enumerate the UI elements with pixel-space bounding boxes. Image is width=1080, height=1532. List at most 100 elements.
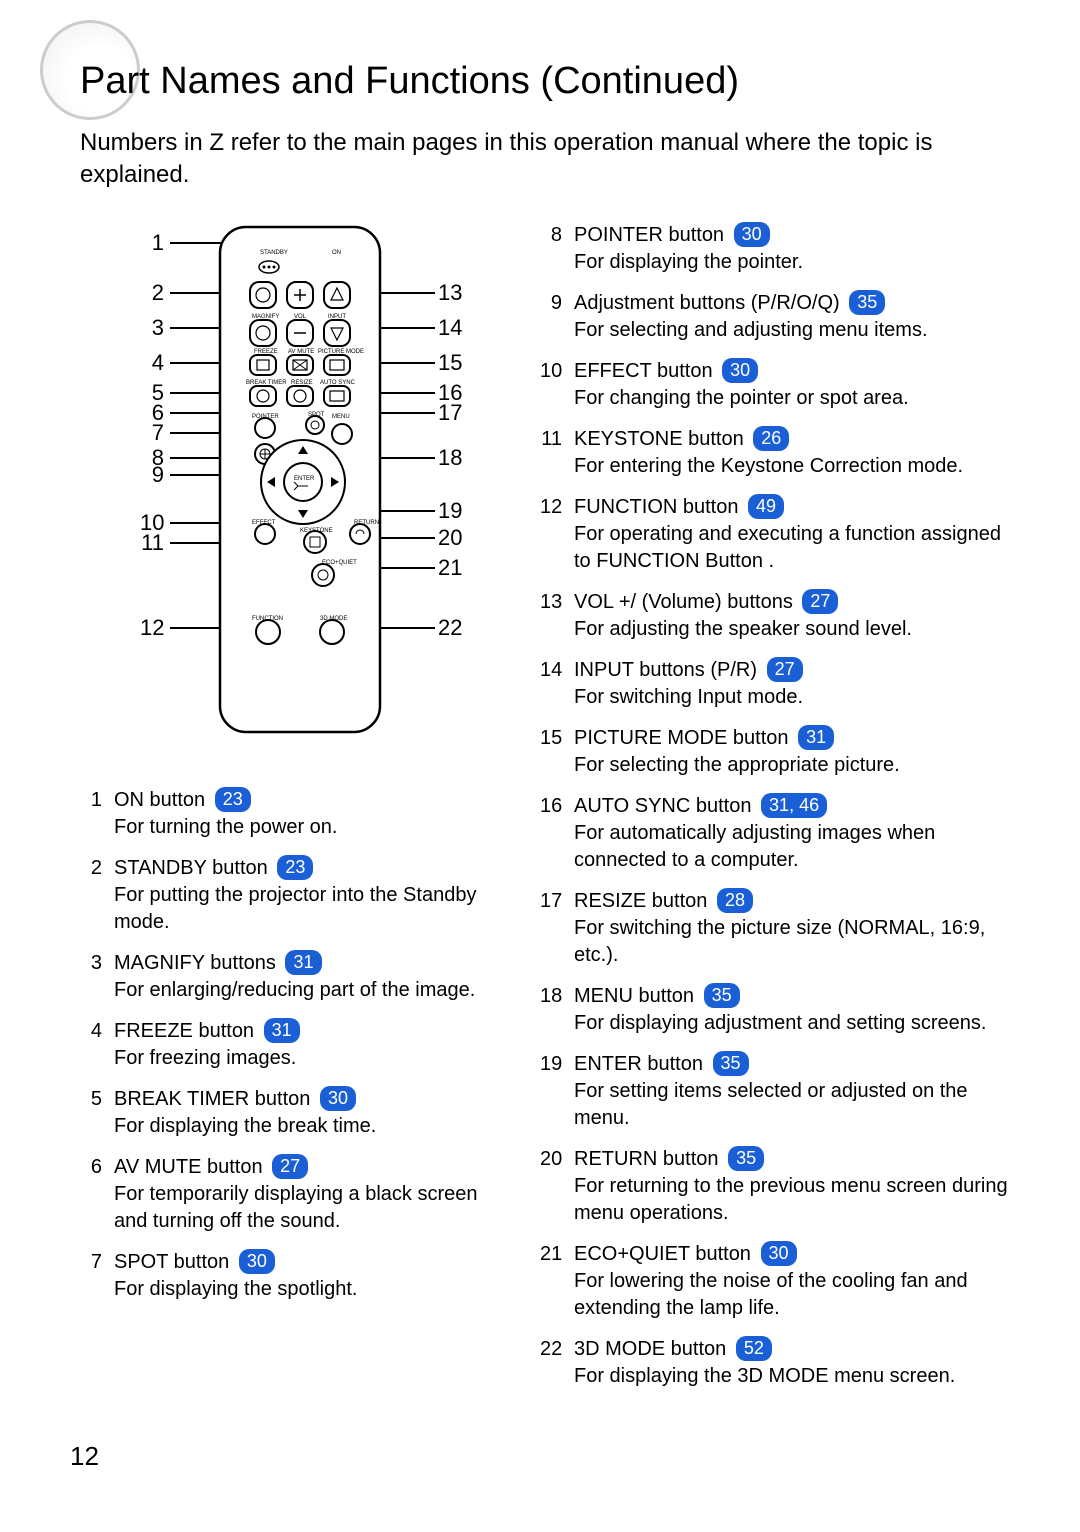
item-title-text: FUNCTION button [574,496,744,518]
callout-number-right: 18 [438,445,472,471]
item-title-text: VOL +/ (Volume) buttons [574,591,798,613]
description-item: 18MENU button 35For displaying adjustmen… [540,983,1020,1037]
page-title: Part Names and Functions (Continued) [80,60,1020,103]
item-body: POINTER button 30For displaying the poin… [574,222,1020,276]
item-title: ENTER button 35 [574,1051,1020,1078]
item-title: EFFECT button 30 [574,358,1020,385]
item-title: FUNCTION button 49 [574,494,1020,521]
description-item: 11KEYSTONE button 26For entering the Key… [540,426,1020,480]
label-menu: MENU [332,414,350,420]
callout-number-left: 11 [140,530,164,556]
item-title-text: FREEZE button [114,1020,260,1042]
description-item: 4FREEZE button 31For freezing images. [80,1018,500,1072]
item-body: KEYSTONE button 26For entering the Keyst… [574,426,1020,480]
item-number: 10 [540,358,574,412]
item-title-text: ENTER button [574,1053,709,1075]
item-number: 17 [540,888,574,969]
item-title-text: BREAK TIMER button [114,1088,316,1110]
item-number: 8 [540,222,574,276]
page-reference-badge: 30 [239,1249,275,1274]
description-item: 3MAGNIFY buttons 31For enlarging/reducin… [80,950,500,1004]
item-title-text: AUTO SYNC button [574,795,757,817]
page-reference-badge: 28 [717,888,753,913]
item-title-text: PICTURE MODE button [574,727,794,749]
item-title-text: STANDBY button [114,857,273,879]
page-reference-badge: 52 [736,1336,772,1361]
item-body: FREEZE button 31For freezing images. [114,1018,500,1072]
page-reference-badge: 35 [849,290,885,315]
callout-number-left: 4 [140,350,164,376]
item-description: For changing the pointer or spot area. [574,385,1020,412]
callout-number-left: 1 [140,230,164,256]
item-title-text: POINTER button [574,224,730,246]
item-title-text: 3D MODE button [574,1338,732,1360]
descriptions-right: 8POINTER button 30For displaying the poi… [540,222,1020,1390]
label-on: ON [332,250,341,256]
callout-number-right: 13 [438,280,472,306]
intro-a: Numbers in [80,129,209,156]
item-body: BREAK TIMER button 30For displaying the … [114,1086,500,1140]
item-title: RESIZE button 28 [574,888,1020,915]
item-body: Adjustment buttons (P/R/O/Q) 35For selec… [574,290,1020,344]
page-reference-badge: 27 [272,1154,308,1179]
item-number: 9 [540,290,574,344]
item-description: For selecting and adjusting menu items. [574,317,1020,344]
description-item: 8POINTER button 30For displaying the poi… [540,222,1020,276]
callout-number-left: 3 [140,315,164,341]
remote-diagram: 123456789101112 13141516171819202122 STA… [80,222,500,772]
callout-number-right: 14 [438,315,472,341]
page-reference-badge: 26 [753,426,789,451]
callout-number-right: 21 [438,555,472,581]
description-item: 15PICTURE MODE button 31For selecting th… [540,725,1020,779]
item-number: 12 [540,494,574,575]
item-body: ON button 23For turning the power on. [114,787,500,841]
label-enter: ENTER [294,476,315,482]
item-number: 14 [540,657,574,711]
description-item: 223D MODE button 52For displaying the 3D… [540,1336,1020,1390]
item-title: ECO+QUIET button 30 [574,1241,1020,1268]
description-item: 12FUNCTION button 49For operating and ex… [540,494,1020,575]
item-title-text: RETURN button [574,1148,724,1170]
page-reference-badge: 49 [748,494,784,519]
item-title: AV MUTE button 27 [114,1154,500,1181]
item-description: For freezing images. [114,1045,500,1072]
item-number: 5 [80,1086,114,1140]
item-description: For automatically adjusting images when … [574,820,1020,874]
item-number: 22 [540,1336,574,1390]
page-reference-badge: 31 [264,1018,300,1043]
item-number: 7 [80,1249,114,1303]
item-number: 15 [540,725,574,779]
item-body: ECO+QUIET button 30For lowering the nois… [574,1241,1020,1322]
item-description: For operating and executing a function a… [574,521,1020,575]
item-number: 6 [80,1154,114,1235]
item-body: RETURN button 35For returning to the pre… [574,1146,1020,1227]
item-title-text: MAGNIFY buttons [114,952,281,974]
description-item: 2STANDBY button 23For putting the projec… [80,855,500,936]
item-title-text: EFFECT button [574,360,718,382]
callout-number-left: 9 [140,462,164,488]
description-item: 6AV MUTE button 27For temporarily displa… [80,1154,500,1235]
item-description: For turning the power on. [114,814,500,841]
item-description: For displaying the pointer. [574,249,1020,276]
item-title: MENU button 35 [574,983,1020,1010]
item-description: For selecting the appropriate picture. [574,752,1020,779]
item-title: MAGNIFY buttons 31 [114,950,500,977]
page-reference-badge: 31 [798,725,834,750]
item-title: KEYSTONE button 26 [574,426,1020,453]
item-description: For adjusting the speaker sound level. [574,616,1020,643]
description-item: 21ECO+QUIET button 30For lowering the no… [540,1241,1020,1322]
item-title-text: MENU button [574,985,700,1007]
item-title: BREAK TIMER button 30 [114,1086,500,1113]
item-body: AUTO SYNC button 31, 46For automatically… [574,793,1020,874]
callout-number-right: 22 [438,615,472,641]
item-description: For lowering the noise of the cooling fa… [574,1268,1020,1322]
item-description: For temporarily displaying a black scree… [114,1181,500,1235]
item-description: For displaying the break time. [114,1113,500,1140]
descriptions-left: 1ON button 23For turning the power on.2S… [80,787,500,1303]
item-title-text: SPOT button [114,1251,235,1273]
description-item: 13VOL +/ (Volume) buttons 27For adjustin… [540,589,1020,643]
page-reference-badge: 35 [704,983,740,1008]
description-item: 9Adjustment buttons (P/R/O/Q) 35For sele… [540,290,1020,344]
item-body: RESIZE button 28For switching the pictur… [574,888,1020,969]
item-body: VOL +/ (Volume) buttons 27For adjusting … [574,589,1020,643]
